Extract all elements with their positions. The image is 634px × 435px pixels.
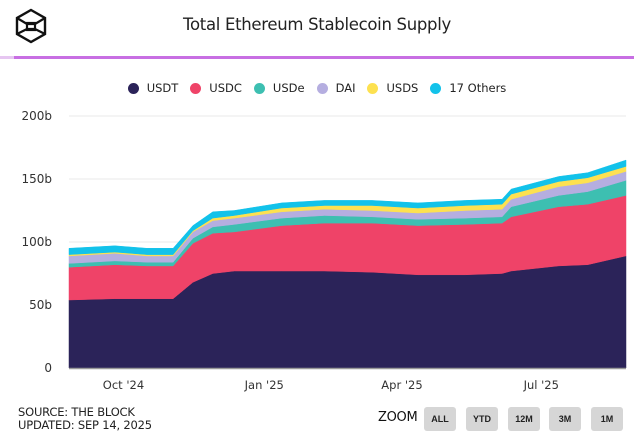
legend-item-usde[interactable]: USDe xyxy=(253,81,305,95)
header-divider xyxy=(14,56,634,59)
legend-item-usdc[interactable]: USDC xyxy=(190,81,242,95)
y-tick-label: 150b xyxy=(21,172,52,186)
updated-text: UPDATED: SEP 14, 2025 xyxy=(18,418,152,432)
x-tick-label: Jul '25 xyxy=(523,378,559,392)
y-tick-label: 0 xyxy=(44,361,52,375)
legend-dot-others xyxy=(430,82,442,94)
legend-label-usds: USDS xyxy=(386,81,419,95)
chart-title: Total Ethereum Stablecoin Supply xyxy=(183,15,451,34)
legend-label-usdc: USDC xyxy=(209,81,242,95)
y-tick-label: 200b xyxy=(21,109,52,123)
legend-dot-usdt xyxy=(127,82,139,94)
stacked-area-chart: 0 50b 100b 150b 200b Oct '24 Jan '25 Apr '25 Ju… xyxy=(21,109,627,392)
x-tick-label: Apr '25 xyxy=(381,378,422,392)
legend-label-usde: USDe xyxy=(272,81,305,95)
zoom-label: ZOOM xyxy=(378,410,418,425)
legend-dot-usdc xyxy=(190,82,202,94)
chart-legend: USDT USDC USDe DAI USDS 17 Others xyxy=(0,81,634,95)
the-block-logo-icon xyxy=(15,8,47,44)
legend-label-others: 17 Others xyxy=(449,81,507,95)
zoom-all-button[interactable]: ALL xyxy=(424,407,456,431)
legend-label-dai: DAI xyxy=(335,81,356,95)
legend-label-usdt: USDT xyxy=(146,81,179,95)
zoom-3m-button[interactable]: 3M xyxy=(549,407,581,431)
source-text: SOURCE: THE BLOCK xyxy=(18,405,135,419)
legend-dot-usde xyxy=(253,82,265,94)
x-tick-label: Oct '24 xyxy=(103,378,144,392)
zoom-ytd-button[interactable]: YTD xyxy=(466,407,498,431)
legend-item-usdt[interactable]: USDT xyxy=(127,81,179,95)
legend-dot-usds xyxy=(367,82,379,94)
x-tick-label: Jan '25 xyxy=(244,378,284,392)
chart-footer: SOURCE: THE BLOCK UPDATED: SEP 14, 2025 xyxy=(18,406,152,432)
legend-item-others[interactable]: 17 Others xyxy=(430,81,506,95)
legend-dot-dai xyxy=(316,82,328,94)
legend-item-usds[interactable]: USDS xyxy=(367,81,418,95)
y-tick-label: 100b xyxy=(21,235,52,249)
zoom-12m-button[interactable]: 12M xyxy=(508,407,540,431)
area-series-17-others xyxy=(68,159,627,255)
legend-item-dai[interactable]: DAI xyxy=(316,81,356,95)
header-divider-light xyxy=(0,56,14,59)
y-tick-label: 50b xyxy=(29,298,52,312)
zoom-1m-button[interactable]: 1M xyxy=(591,407,623,431)
